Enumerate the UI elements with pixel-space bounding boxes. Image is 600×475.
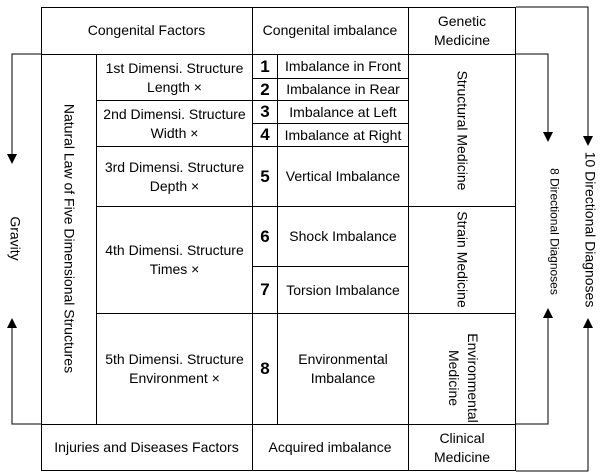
header-divider (41, 54, 516, 55)
genetic-line-1: Genetic (437, 12, 487, 29)
med-row-line (408, 313, 516, 314)
imb-row-line (252, 266, 408, 267)
imb-row-line (252, 123, 408, 124)
gravity-arrow-down (11, 53, 41, 158)
structure-name: 4th Dimensi. Structure (105, 242, 244, 258)
ten-diag-arrow-top (516, 6, 589, 140)
header-congenital-imbalance: Congenital imbalance (262, 22, 398, 38)
footer-divider (41, 424, 516, 425)
imbalance-label-4: Imbalance at Right (284, 126, 402, 143)
struct-row-line (96, 146, 252, 147)
col-imbalance-right-line (408, 7, 409, 471)
gravity-arrow-up (11, 328, 41, 425)
col-struct-right-line (252, 7, 253, 471)
imb-row-line (252, 146, 408, 147)
imbalance-label-5: Vertical Imbalance (285, 168, 401, 184)
structure-cell-3: 3rd Dimensi. Structure Depth × (97, 147, 252, 206)
structure-name: 1st Dimensi. Structure (105, 59, 244, 76)
structure-cell-4: 4th Dimensi. Structure Times × (97, 207, 252, 313)
eight-diag-arrow-top (516, 53, 549, 136)
imbalance-number-8: 8 (260, 359, 270, 378)
structure-cell-5: 5th Dimensi. Structure Environment × (97, 314, 252, 424)
imbalance-label-2: Imbalance in Rear (286, 81, 400, 97)
structure-name: 3rd Dimensi. Structure (104, 158, 245, 175)
med-row-line (408, 206, 516, 207)
clinical-line-1: Clinical (439, 429, 485, 446)
imb-row-line (252, 206, 408, 207)
imbalance-label-8: Environmental Imbalance (298, 351, 388, 386)
ten-diag-arrowhead-up (583, 318, 593, 328)
imbalance-label-1: Imbalance in Front (285, 58, 401, 74)
structure-factor: Width × (150, 124, 199, 141)
clinical-line-2: Medicine (433, 448, 491, 465)
eight-diag-arrow-bottom (516, 318, 549, 425)
eight-diag-arrowhead-down (543, 132, 553, 142)
imb-row-line (252, 313, 408, 314)
gravity-arrowhead-up (7, 318, 17, 328)
structure-name: 5th Dimensi. Structure (105, 351, 244, 367)
imbalance-label-7: Torsion Imbalance (286, 281, 400, 298)
structure-name: 2nd Dimensi. Structure (103, 105, 246, 122)
struct-row-line (96, 100, 252, 101)
structure-factor: Depth × (149, 177, 200, 194)
imbalance-number-5: 5 (260, 166, 270, 186)
diagram-frame (41, 7, 516, 471)
structure-factor: Times × (149, 261, 200, 277)
structure-cell-2: 2nd Dimensi. Structure Width × (97, 101, 252, 146)
imb-row-line (252, 100, 408, 101)
genetic-line-2: Medicine (433, 31, 491, 48)
header-congenital-factors: Congenital Factors (87, 22, 206, 38)
imbalance-label-3: Imbalance at Left (289, 103, 397, 120)
struct-row-line (96, 313, 252, 314)
eight-diag-arrowhead-up (543, 308, 553, 318)
structure-factor: Environment × (129, 370, 220, 386)
imbalance-number-2: 2 (260, 79, 270, 99)
imbalance-label-6: Shock Imbalance (289, 228, 397, 244)
imbalance-number-6: 6 (260, 226, 270, 246)
header-genetic-medicine: Genetic Medicine (408, 7, 516, 54)
gravity-arrowhead-down (7, 154, 17, 164)
ten-diag-arrow-bottom (516, 328, 589, 472)
imbalance-number-7: 7 (260, 280, 270, 299)
imb-row-line (252, 78, 408, 79)
footer-clinical-medicine: Clinical Medicine (408, 424, 516, 471)
imbalance-number-3: 3 (260, 102, 270, 121)
ten-diag-arrowhead-down (583, 136, 593, 146)
col-num-line (277, 54, 278, 424)
imbalance-number-4: 4 (260, 125, 270, 144)
col-left-line (96, 54, 97, 424)
imbalance-number-1: 1 (260, 56, 270, 76)
structure-factor: Length × (147, 78, 202, 95)
struct-row-line (96, 206, 252, 207)
structure-cell-1: 1st Dimensi. Structure Length × (97, 55, 252, 100)
footer-acquired-imbalance: Acquired imbalance (268, 439, 392, 455)
footer-injuries-factors: Injuries and Diseases Factors (54, 439, 239, 455)
